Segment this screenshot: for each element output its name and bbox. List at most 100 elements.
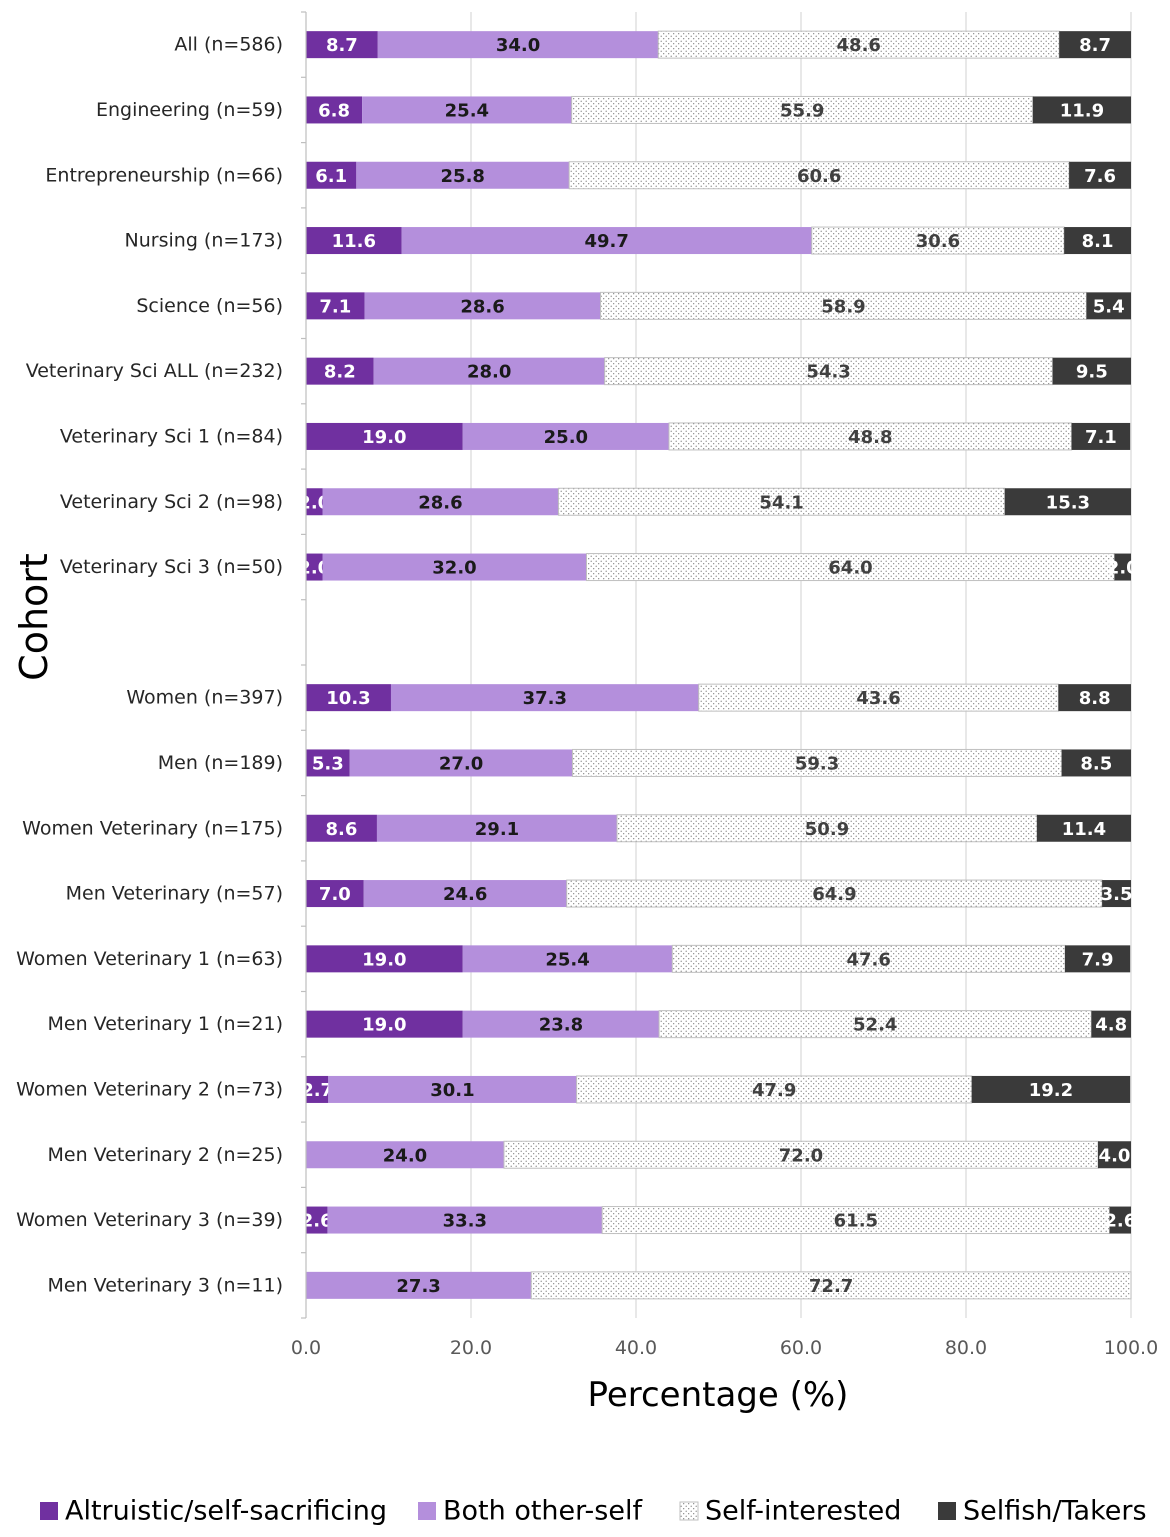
- axis-layer: All (n=586) Engineering (n=59) Entrepreneu…: [16, 11, 1158, 1359]
- bar-segment: [306, 1141, 504, 1169]
- data-label: 58.9: [821, 296, 865, 317]
- data-label: 27.3: [396, 1276, 440, 1297]
- data-label: 28.6: [418, 492, 462, 513]
- bar-segment: [971, 1075, 1131, 1103]
- data-label: 37.3: [523, 688, 567, 709]
- bar-segment: [364, 292, 601, 320]
- bar-segment: [327, 1206, 603, 1234]
- bar-segment: [306, 161, 357, 189]
- data-label: 64.9: [812, 884, 856, 905]
- data-label: 8.7: [1079, 35, 1111, 56]
- data-label: 43.6: [856, 688, 900, 709]
- data-label: 15.3: [1046, 492, 1090, 513]
- bar-segment: [566, 879, 1103, 908]
- data-label: 25.4: [445, 100, 489, 121]
- data-label: 33.3: [443, 1211, 487, 1232]
- bar-segment: [390, 684, 699, 712]
- data-label: 8.5: [1080, 753, 1112, 774]
- data-label: 50.9: [805, 819, 849, 840]
- bar-segment: [1061, 749, 1131, 777]
- category-label: Nursing (n=173): [125, 230, 283, 252]
- data-label: 7.0: [319, 884, 351, 905]
- category-label: Women Veterinary (n=175): [22, 817, 283, 839]
- bar-segment: [1058, 684, 1131, 712]
- data-label: 30.6: [916, 231, 960, 252]
- bar-segment: [530, 1271, 1132, 1300]
- bar-segment: [376, 814, 618, 842]
- bar-segment: [1052, 357, 1131, 385]
- data-label: 47.9: [752, 1080, 796, 1101]
- bar-segment: [811, 226, 1065, 255]
- bar-segment: [601, 1206, 1111, 1235]
- data-label: 11.4: [1062, 819, 1106, 840]
- bar-segment: [306, 488, 323, 516]
- category-label: Entrepreneurship (n=66): [45, 164, 283, 186]
- data-label: 6.1: [315, 166, 347, 187]
- data-label: 9.5: [1076, 362, 1108, 383]
- legend-label: Altruistic/self-sacrificing: [65, 1496, 387, 1527]
- data-label: 48.6: [837, 35, 881, 56]
- data-label: 25.4: [545, 949, 589, 970]
- legend-swatch: [40, 1502, 58, 1520]
- bar-segment: [604, 357, 1054, 386]
- bar-segment: [1059, 31, 1131, 59]
- data-label: 19.2: [1029, 1080, 1073, 1101]
- bar-segment: [349, 749, 573, 777]
- data-label: 49.7: [585, 231, 629, 252]
- data-label: 24.6: [443, 884, 487, 905]
- bar-segment: [671, 944, 1066, 973]
- bar-segment: [1091, 1010, 1131, 1038]
- bar-segment: [576, 1075, 973, 1104]
- data-label: 2.6: [301, 1211, 333, 1232]
- bar-segment: [1065, 945, 1131, 973]
- bar-segment: [306, 422, 463, 450]
- category-label: Veterinary Sci 2 (n=98): [60, 491, 283, 513]
- x-tick-label: 20.0: [450, 1337, 492, 1359]
- bar-segment: [328, 1075, 577, 1103]
- data-label: 11.9: [1060, 100, 1104, 121]
- data-label: 19.0: [362, 949, 406, 970]
- data-label: 19.0: [362, 1015, 406, 1036]
- bar-segment: [1069, 161, 1131, 189]
- bar-segment: [462, 945, 673, 973]
- y-axis-title: Cohort: [12, 553, 56, 681]
- category-label: Women Veterinary 1 (n=63): [16, 948, 283, 970]
- data-label: 30.1: [430, 1080, 474, 1101]
- bar-segment: [362, 96, 572, 124]
- legend-swatch: [679, 1501, 699, 1521]
- data-label: 72.0: [779, 1145, 823, 1166]
- data-label: 32.0: [432, 558, 476, 579]
- legend: Altruistic/self-sacrificing Both other-se…: [40, 1496, 1147, 1527]
- category-label: Veterinary Sci 1 (n=84): [60, 425, 283, 447]
- bar-segment: [306, 292, 365, 320]
- category-label: Men Veterinary (n=57): [66, 883, 283, 905]
- data-label: 29.1: [475, 819, 519, 840]
- data-label: 11.6: [332, 231, 376, 252]
- data-label: 5.3: [312, 753, 344, 774]
- data-label: 60.6: [797, 166, 841, 187]
- category-label: Women Veterinary 2 (n=73): [16, 1078, 283, 1100]
- x-axis-title: Percentage (%): [588, 1375, 849, 1415]
- data-label: 28.6: [460, 296, 504, 317]
- bar-segment: [1036, 814, 1131, 842]
- bar-segment: [306, 96, 363, 124]
- bar-segment: [322, 488, 559, 516]
- bar-segment: [1064, 227, 1131, 255]
- data-label: 7.1: [1085, 427, 1117, 448]
- x-tick-label: 0.0: [291, 1337, 321, 1359]
- data-label: 24.0: [383, 1145, 427, 1166]
- data-label: 28.0: [467, 362, 511, 383]
- data-label: 61.5: [834, 1211, 878, 1232]
- bar-segment: [306, 945, 463, 973]
- bar-segment: [306, 553, 323, 581]
- data-label: 47.6: [846, 949, 890, 970]
- data-label: 3.5: [1101, 884, 1133, 905]
- bar-segment: [306, 814, 377, 842]
- legend-label: Selfish/Takers: [963, 1496, 1147, 1527]
- bar-segment: [306, 1075, 329, 1103]
- bar-segment: [616, 814, 1038, 843]
- data-label: 48.8: [848, 427, 892, 448]
- x-tick-label: 40.0: [615, 1337, 657, 1359]
- bar-segment: [306, 684, 391, 712]
